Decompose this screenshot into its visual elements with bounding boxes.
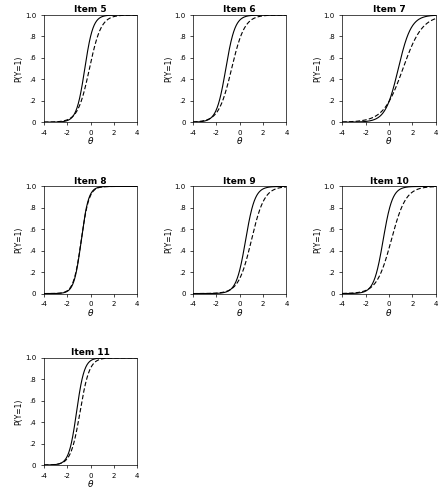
Title: Item 10: Item 10 [370,176,408,186]
Title: Item 5: Item 5 [74,5,107,14]
Title: Item 9: Item 9 [224,176,256,186]
Y-axis label: P(Y=1): P(Y=1) [15,398,24,424]
X-axis label: θ: θ [386,308,392,318]
X-axis label: θ: θ [237,137,242,146]
Title: Item 11: Item 11 [71,348,110,357]
Y-axis label: P(Y=1): P(Y=1) [313,227,322,253]
Y-axis label: P(Y=1): P(Y=1) [164,227,173,253]
Title: Item 6: Item 6 [224,5,256,14]
Title: Item 8: Item 8 [74,176,107,186]
X-axis label: θ: θ [88,308,93,318]
Y-axis label: P(Y=1): P(Y=1) [313,56,322,82]
X-axis label: θ: θ [386,137,392,146]
X-axis label: θ: θ [88,480,93,489]
X-axis label: θ: θ [237,308,242,318]
Y-axis label: P(Y=1): P(Y=1) [15,227,24,253]
X-axis label: θ: θ [88,137,93,146]
Title: Item 7: Item 7 [373,5,405,14]
Y-axis label: P(Y=1): P(Y=1) [15,56,24,82]
Y-axis label: P(Y=1): P(Y=1) [164,56,173,82]
